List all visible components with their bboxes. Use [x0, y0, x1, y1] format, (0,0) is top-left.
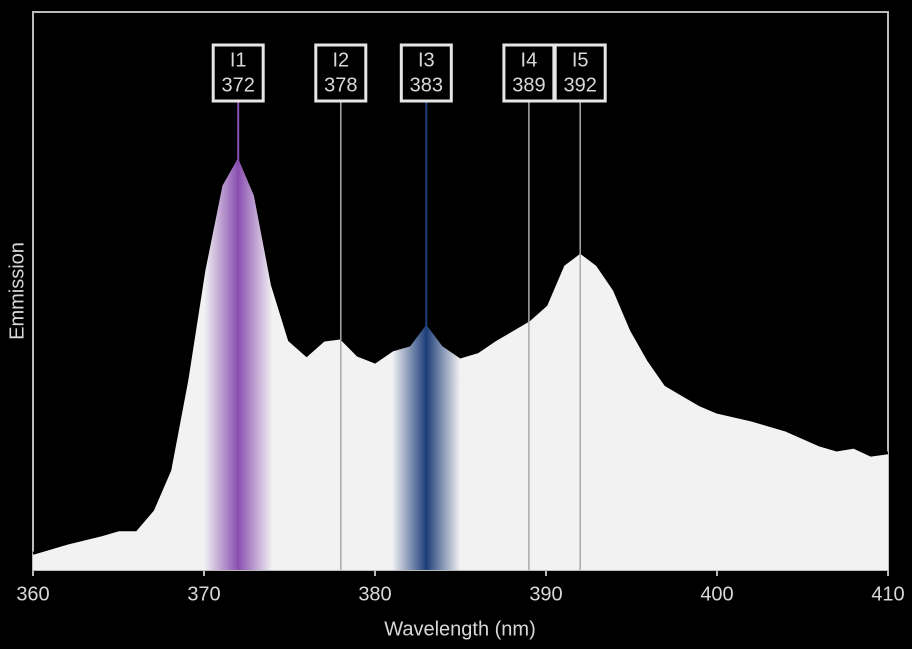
- x-tick-label: 390: [529, 583, 562, 605]
- marker-box: [211, 43, 265, 103]
- x-axis-label: Wavelength (nm): [384, 618, 536, 640]
- marker-value: 378: [324, 74, 357, 96]
- x-tick-label: 380: [358, 583, 391, 605]
- marker-box: [314, 43, 368, 103]
- x-tick-label: 370: [187, 583, 220, 605]
- marker-label: I4: [521, 49, 538, 71]
- x-tick-label: 410: [871, 583, 904, 605]
- marker-value: 383: [410, 74, 443, 96]
- marker-label: I1: [230, 49, 247, 71]
- x-tick-label: 400: [700, 583, 733, 605]
- marker-label: I3: [418, 49, 435, 71]
- x-tick-label: 360: [16, 583, 49, 605]
- marker-box: [399, 43, 453, 103]
- marker-value: 392: [564, 74, 597, 96]
- marker-label: I5: [572, 49, 589, 71]
- marker-box: [502, 43, 556, 103]
- marker-box: [553, 43, 607, 103]
- marker-value: 372: [222, 74, 255, 96]
- y-axis-label: Emmission: [6, 242, 28, 340]
- marker-label: I2: [332, 49, 349, 71]
- marker-value: 389: [512, 74, 545, 96]
- spectrum-line: [32, 151, 889, 555]
